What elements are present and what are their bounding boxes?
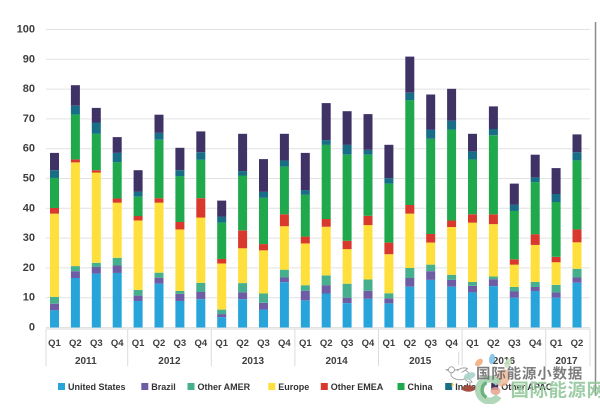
svg-text:Q2: Q2 bbox=[320, 338, 333, 349]
svg-text:Q1: Q1 bbox=[383, 338, 396, 349]
svg-text:2016: 2016 bbox=[493, 356, 516, 367]
svg-text:Brazil: Brazil bbox=[151, 382, 176, 392]
svg-text:Q3: Q3 bbox=[174, 338, 187, 349]
svg-text:Q2: Q2 bbox=[153, 338, 166, 349]
svg-text:100: 100 bbox=[17, 24, 35, 36]
svg-text:60: 60 bbox=[23, 143, 35, 155]
svg-text:Other AMER: Other AMER bbox=[198, 382, 251, 392]
svg-text:Q2: Q2 bbox=[69, 338, 82, 349]
svg-text:Q2: Q2 bbox=[403, 338, 416, 349]
svg-text:30: 30 bbox=[23, 232, 35, 244]
svg-text:40: 40 bbox=[23, 202, 35, 214]
svg-text:80: 80 bbox=[23, 83, 35, 95]
svg-text:United States: United States bbox=[68, 382, 126, 392]
svg-text:Q3: Q3 bbox=[508, 338, 521, 349]
svg-text:Q1: Q1 bbox=[550, 338, 563, 349]
svg-text:20: 20 bbox=[23, 262, 35, 274]
svg-text:Q2: Q2 bbox=[571, 338, 584, 349]
svg-text:Europe: Europe bbox=[278, 382, 309, 392]
svg-text:Q3: Q3 bbox=[341, 338, 354, 349]
svg-text:Q4: Q4 bbox=[529, 338, 542, 349]
svg-text:Q4: Q4 bbox=[445, 338, 458, 349]
svg-text:Q1: Q1 bbox=[132, 338, 145, 349]
svg-text:2012: 2012 bbox=[158, 356, 181, 367]
svg-text:90: 90 bbox=[23, 53, 35, 65]
svg-text:50: 50 bbox=[23, 173, 35, 185]
svg-text:Q1: Q1 bbox=[215, 338, 228, 349]
svg-text:0: 0 bbox=[29, 322, 35, 334]
svg-text:2017: 2017 bbox=[555, 356, 578, 367]
svg-text:Q2: Q2 bbox=[236, 338, 249, 349]
svg-text:Q2: Q2 bbox=[487, 338, 500, 349]
svg-text:2013: 2013 bbox=[242, 356, 265, 367]
svg-text:Other EMEA: Other EMEA bbox=[331, 382, 384, 392]
svg-text:2015: 2015 bbox=[409, 356, 432, 367]
svg-text:Q3: Q3 bbox=[257, 338, 270, 349]
svg-text:Q4: Q4 bbox=[111, 338, 124, 349]
svg-text:Q3: Q3 bbox=[90, 338, 103, 349]
svg-text:China: China bbox=[408, 382, 434, 392]
svg-text:2014: 2014 bbox=[325, 356, 348, 367]
svg-text:Q1: Q1 bbox=[299, 338, 312, 349]
svg-text:Q3: Q3 bbox=[424, 338, 437, 349]
svg-text:Q4: Q4 bbox=[278, 338, 291, 349]
svg-text:Q1: Q1 bbox=[48, 338, 61, 349]
svg-text:Q1: Q1 bbox=[466, 338, 479, 349]
svg-text:Q4: Q4 bbox=[194, 338, 207, 349]
svg-text:70: 70 bbox=[23, 113, 35, 125]
svg-text:10: 10 bbox=[23, 292, 35, 304]
svg-text:Q4: Q4 bbox=[362, 338, 375, 349]
svg-text:2011: 2011 bbox=[75, 356, 97, 367]
